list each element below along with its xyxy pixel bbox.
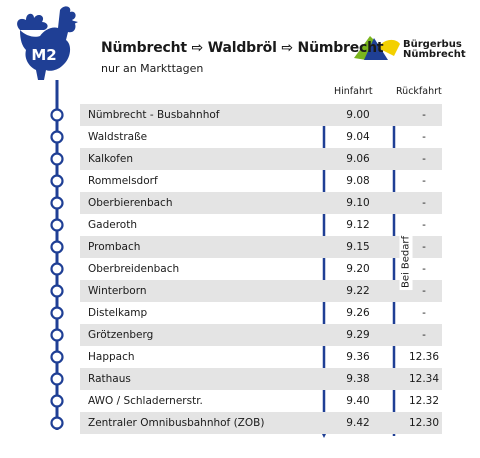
return-time: - <box>422 131 426 143</box>
return-time: - <box>422 219 426 231</box>
rooster-icon <box>17 6 78 81</box>
route-title: Nümbrecht ⇨ Waldbröl ⇨ Nümbrecht <box>101 40 384 56</box>
timetable-row: Prombach 9.15 - <box>80 236 442 258</box>
column-header-return: Rückfahrt <box>396 86 442 97</box>
timetable: Nümbrecht - Busbahnhof 9.00 - Waldstraße 9.0… <box>80 104 442 434</box>
stop-marker <box>50 284 64 298</box>
stop-name: Oberbierenbach <box>88 197 173 209</box>
timetable-row: Gaderoth 9.12 - <box>80 214 442 236</box>
return-time: - <box>422 175 426 187</box>
timetable-row: AWO / Schladernerstr. 9.40 12.32 <box>80 390 442 412</box>
stop-name: Rommelsdorf <box>88 175 158 187</box>
timetable-row: Nümbrecht - Busbahnhof 9.00 - <box>80 104 442 126</box>
timetable-row: Rathaus 9.38 12.34 <box>80 368 442 390</box>
stop-name: Oberbreidenbach <box>88 263 180 275</box>
return-time: - <box>422 263 426 275</box>
return-time: 12.36 <box>408 351 440 363</box>
timetable-row: Rommelsdorf 9.08 - <box>80 170 442 192</box>
stop-marker <box>50 196 64 210</box>
outbound-time: 9.20 <box>346 263 370 275</box>
outbound-time: 9.00 <box>346 109 370 121</box>
timetable-row: Kalkofen 9.06 - <box>80 148 442 170</box>
timetable-row: Waldstraße 9.04 - <box>80 126 442 148</box>
stop-marker <box>50 218 64 232</box>
stop-marker <box>50 174 64 188</box>
on-demand-note: Bei Bedarf <box>399 233 413 291</box>
timetable-row: Grötzenberg 9.29 - <box>80 324 442 346</box>
return-time: 12.34 <box>408 373 440 385</box>
return-time: 12.30 <box>408 417 440 429</box>
outbound-time: 9.15 <box>346 241 370 253</box>
timetable-row: Distelkamp 9.26 - <box>80 302 442 324</box>
return-time: - <box>422 109 426 121</box>
stop-marker <box>50 350 64 364</box>
outbound-time: 9.36 <box>346 351 370 363</box>
outbound-time: 9.29 <box>346 329 370 341</box>
stop-marker <box>50 152 64 166</box>
return-time: - <box>422 197 426 209</box>
stop-name: Kalkofen <box>88 153 133 165</box>
stop-marker <box>50 108 64 122</box>
outbound-time: 9.10 <box>346 197 370 209</box>
route-subtitle: nur an Markttagen <box>101 62 204 75</box>
outbound-time: 9.04 <box>346 131 370 143</box>
return-time: - <box>422 241 426 253</box>
outbound-time: 9.08 <box>346 175 370 187</box>
return-time: 12.32 <box>408 395 440 407</box>
return-time: - <box>422 329 426 341</box>
brand-line-2: Nümbrecht <box>403 49 466 60</box>
stop-marker <box>50 262 64 276</box>
timetable-row: Oberbierenbach 9.10 - <box>80 192 442 214</box>
brand-line-1: Bürgerbus <box>403 39 462 50</box>
timetable-row: Zentraler Omnibusbahnhof (ZOB) 9.42 12.30 <box>80 412 442 434</box>
stop-name: Rathaus <box>88 373 131 385</box>
stop-name: Zentraler Omnibusbahnhof (ZOB) <box>88 417 265 429</box>
outbound-time: 9.12 <box>346 219 370 231</box>
stop-marker <box>50 416 64 430</box>
brand-name: Bürgerbus Nümbrecht <box>403 40 466 60</box>
outbound-time: 9.38 <box>346 373 370 385</box>
stop-name: AWO / Schladernerstr. <box>88 395 203 407</box>
timetable-row: Winterborn 9.22 - <box>80 280 442 302</box>
stop-marker <box>50 240 64 254</box>
stop-name: Happach <box>88 351 135 363</box>
stop-name: Waldstraße <box>88 131 148 143</box>
stop-name: Prombach <box>88 241 141 253</box>
outbound-time: 9.22 <box>346 285 370 297</box>
stop-marker <box>50 306 64 320</box>
stop-marker <box>50 328 64 342</box>
return-time: - <box>422 153 426 165</box>
stop-name: Distelkamp <box>88 307 148 319</box>
stop-name: Nümbrecht - Busbahnhof <box>88 109 220 121</box>
route-badge: M2 <box>31 46 56 64</box>
outbound-time: 9.26 <box>346 307 370 319</box>
return-time: - <box>422 307 426 319</box>
stop-markers <box>50 108 64 430</box>
buergerbus-logo-icon <box>354 36 400 60</box>
stop-marker <box>50 394 64 408</box>
outbound-time: 9.40 <box>346 395 370 407</box>
timetable-row: Happach 9.36 12.36 <box>80 346 442 368</box>
stop-marker <box>50 130 64 144</box>
stop-marker <box>50 372 64 386</box>
stop-name: Gaderoth <box>88 219 137 231</box>
outbound-time: 9.42 <box>346 417 370 429</box>
timetable-row: Oberbreidenbach 9.20 - <box>80 258 442 280</box>
stop-name: Winterborn <box>88 285 147 297</box>
return-time: - <box>422 285 426 297</box>
outbound-time: 9.06 <box>346 153 370 165</box>
stop-name: Grötzenberg <box>88 329 154 341</box>
column-header-outbound: Hinfahrt <box>334 86 373 97</box>
